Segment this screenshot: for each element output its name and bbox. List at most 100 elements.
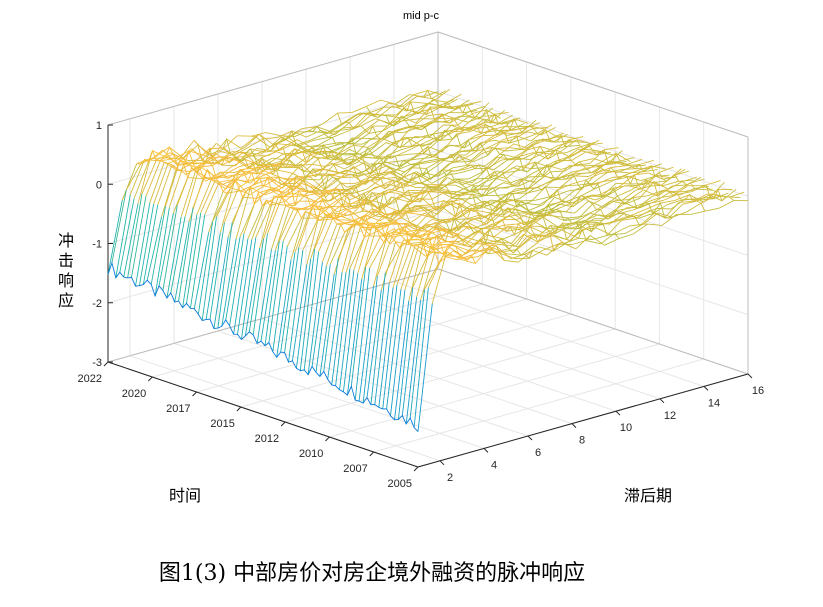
mesh-line	[490, 214, 506, 218]
mesh-line	[423, 89, 735, 202]
mesh-line	[625, 197, 640, 205]
mesh-line	[365, 236, 381, 268]
mesh-line	[490, 168, 506, 179]
mesh-line	[127, 193, 143, 278]
mesh-line	[272, 173, 288, 181]
mesh-line	[459, 249, 475, 258]
mesh-line	[444, 105, 460, 108]
mesh-line	[636, 165, 652, 172]
mesh-line	[478, 164, 494, 171]
mesh-line	[383, 121, 398, 132]
mesh-line	[639, 213, 655, 227]
mesh-line	[200, 180, 216, 213]
mesh-line	[319, 212, 335, 221]
mesh-line	[555, 149, 571, 158]
mesh-line	[255, 136, 271, 148]
mesh-line	[473, 121, 488, 127]
mesh-line	[369, 242, 385, 269]
mesh-line	[402, 95, 418, 107]
mesh-line	[351, 105, 367, 114]
mesh-line	[282, 210, 299, 242]
mesh-line	[382, 204, 397, 211]
mesh-line	[692, 193, 708, 202]
mesh-line	[651, 189, 666, 198]
mesh-line	[421, 236, 437, 241]
mesh-line	[524, 169, 540, 179]
mesh-line	[488, 251, 503, 255]
mesh-line	[560, 135, 576, 140]
mesh-line	[266, 199, 281, 206]
mesh-line	[411, 136, 427, 147]
z-label-char-2: 击	[58, 251, 74, 270]
mesh-line	[276, 259, 292, 358]
mesh-line	[490, 109, 506, 124]
mesh-line	[356, 114, 372, 128]
mesh-line	[470, 105, 486, 112]
mesh-line	[528, 204, 544, 212]
mesh-line	[689, 194, 704, 203]
mesh-line	[190, 163, 205, 172]
mesh-line	[435, 88, 451, 101]
mesh-line	[719, 200, 734, 209]
mesh-line	[135, 202, 151, 287]
mesh-line	[496, 227, 511, 230]
mesh-line	[251, 133, 562, 253]
mesh-line	[500, 129, 516, 132]
mesh-line	[516, 237, 532, 250]
mesh-line	[209, 222, 225, 320]
mesh-line	[558, 141, 573, 146]
mesh-line	[362, 156, 377, 159]
mesh-line	[237, 239, 253, 335]
mesh-line	[581, 150, 597, 156]
mesh-line	[131, 196, 147, 278]
mesh-line	[401, 115, 417, 124]
mesh-line	[682, 200, 698, 205]
mesh-line	[631, 179, 647, 191]
mesh-line	[286, 163, 302, 181]
mesh-line	[615, 152, 631, 162]
mesh-line	[566, 146, 581, 154]
mesh-line	[290, 211, 306, 260]
mesh-line	[365, 153, 380, 158]
mesh-line	[401, 296, 418, 416]
mesh-line	[504, 156, 520, 170]
mesh-line	[390, 289, 406, 416]
mesh-line	[519, 214, 535, 220]
z-label-char-1: 冲	[58, 231, 74, 250]
mesh-line	[307, 198, 323, 211]
mesh-line	[271, 205, 287, 250]
mesh-line	[550, 170, 566, 173]
mesh-line	[575, 235, 591, 250]
mesh-line	[587, 219, 602, 222]
mesh-line	[410, 126, 426, 129]
mesh-line	[324, 188, 340, 193]
mesh-line	[449, 113, 465, 124]
mesh-line	[412, 256, 428, 288]
mesh-line	[408, 242, 424, 301]
mesh-line	[527, 189, 542, 194]
mesh-line	[183, 163, 199, 168]
mesh-line	[242, 196, 258, 199]
mesh-line	[125, 163, 141, 191]
mesh-line	[442, 229, 458, 235]
mesh-line	[672, 184, 687, 187]
mesh-line	[476, 177, 491, 180]
mesh-line	[380, 155, 396, 158]
mesh-line	[456, 130, 471, 135]
mesh-line	[513, 118, 529, 124]
mesh-line	[278, 143, 294, 151]
mesh-line	[371, 165, 387, 173]
mesh-line	[592, 149, 607, 153]
mesh-line	[580, 195, 596, 201]
mesh-line	[174, 221, 190, 303]
z-tick-label: -1	[92, 239, 102, 251]
mesh-line	[288, 195, 303, 198]
mesh-line	[446, 210, 462, 224]
mesh-line	[423, 172, 439, 177]
mesh-line	[518, 250, 534, 263]
mesh-line	[363, 186, 379, 194]
mesh-line	[404, 205, 420, 210]
mesh-line	[354, 267, 371, 401]
mesh-line	[341, 220, 357, 273]
mesh-line	[529, 125, 544, 130]
